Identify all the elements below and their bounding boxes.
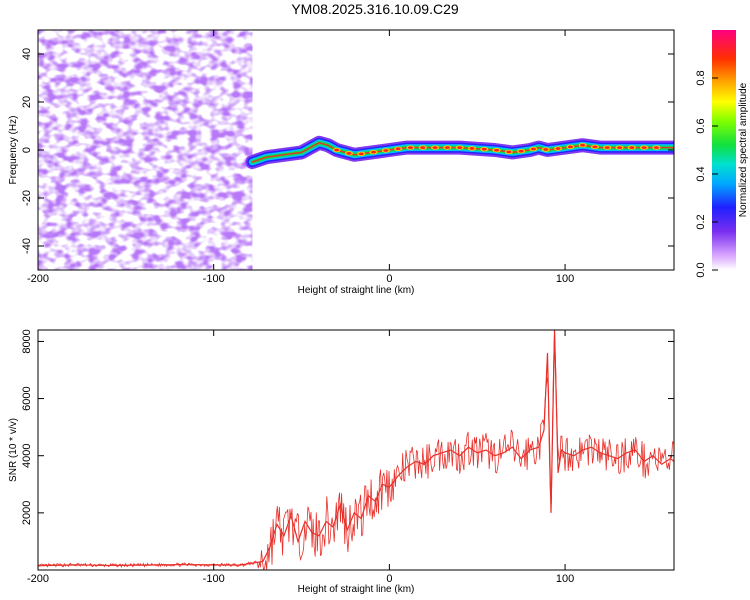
ridge-spot <box>420 146 426 150</box>
ridge-spot <box>530 147 537 151</box>
ridge-spot <box>543 148 549 151</box>
colorbar-tick-label: 0.0 <box>695 262 707 277</box>
spectrogram-x-tick-label: 100 <box>556 273 574 285</box>
ridge-spot <box>580 143 586 147</box>
snr-x-tick-label: 0 <box>386 573 392 585</box>
snr-panel: -200 -100 0 100 2000 4000 6000 8000 Height of … <box>8 329 675 595</box>
colorbar-ticks: 0.0 0.2 0.4 0.6 0.8 <box>695 70 718 278</box>
ridge-spot <box>432 146 438 150</box>
ridge-spot <box>444 146 450 150</box>
colorbar-tick-label: 0.6 <box>695 118 707 133</box>
ridge-spot <box>493 148 500 152</box>
ridge-spot <box>567 145 573 149</box>
ridge-layer <box>245 135 674 169</box>
spectrogram-x-tick-label: -100 <box>203 273 225 285</box>
colorbar-label: Normalized spectral amplitude <box>738 82 749 217</box>
spectrogram-x-tick-label: -200 <box>27 273 49 285</box>
ridge-spot <box>358 152 364 156</box>
ridge-spot <box>629 146 635 150</box>
colorbar: 0.0 0.2 0.4 0.6 0.8 Normalized spectral ampl… <box>695 30 749 278</box>
ridge-spot <box>592 145 598 149</box>
ridge-spot <box>383 149 389 152</box>
ridge-spot <box>604 146 610 150</box>
snr-frame <box>37 329 675 571</box>
ridge-spot <box>555 147 561 150</box>
ridge-spot <box>653 146 660 150</box>
snr-y-axis-label: SNR (10 * v/v) <box>8 418 19 482</box>
ridge-spot <box>506 150 512 154</box>
snr-x-ticks: -200 -100 0 100 <box>27 330 574 585</box>
ridge-spot <box>395 147 401 151</box>
figure-title: YM08.2025.316.10.09.C29 <box>291 1 459 17</box>
snr-y-tick-label: 8000 <box>21 329 33 353</box>
spectrogram-y-axis-label: Frequency (Hz) <box>8 116 19 185</box>
ridge-spot <box>481 147 487 151</box>
snr-series-line <box>38 330 674 567</box>
colorbar-tick-label: 0.8 <box>695 70 707 85</box>
snr-x-axis-label: Height of straight line (km) <box>298 584 415 595</box>
snr-x-tick-label: -200 <box>27 573 49 585</box>
ridge-spot <box>370 150 377 154</box>
spectrogram-y-ticks: -40 -20 0 20 40 <box>21 48 674 254</box>
spectrogram-x-axis-label: Height of straight line (km) <box>298 285 415 296</box>
snr-x-tick-label: 100 <box>556 573 574 585</box>
snr-background <box>38 330 674 570</box>
ridge-spot <box>334 148 340 152</box>
ridge-spot <box>641 146 647 150</box>
spectrogram-x-ticks: -200 -100 0 100 <box>27 30 574 285</box>
noise-region <box>38 30 253 270</box>
spectrogram-y-tick-label: 40 <box>21 48 33 60</box>
ridge-spot <box>469 147 475 150</box>
snr-y-ticks: 2000 4000 6000 8000 <box>21 329 674 525</box>
colorbar-gradient <box>712 30 736 270</box>
snr-y-tick-label: 6000 <box>21 386 33 410</box>
snr-y-tick-label: 2000 <box>21 501 33 525</box>
snr-x-tick-label: -100 <box>203 573 225 585</box>
colorbar-tick-label: 0.2 <box>695 214 707 229</box>
ridge-spot <box>457 146 463 150</box>
spectrogram-y-tick-label: 0 <box>21 147 33 153</box>
spectrogram-y-tick-label: -40 <box>21 238 33 254</box>
spectrogram-y-tick-label: 20 <box>21 96 33 108</box>
ridge-spot <box>346 151 352 155</box>
spectrogram-y-tick-label: -20 <box>21 190 33 206</box>
ridge-spot <box>616 146 623 150</box>
spectrogram-x-tick-label: 0 <box>386 273 392 285</box>
ridge-spot <box>407 146 414 150</box>
ridge-spot <box>518 149 524 153</box>
colorbar-tick-label: 0.4 <box>695 166 707 181</box>
snr-y-tick-label: 4000 <box>21 443 33 467</box>
